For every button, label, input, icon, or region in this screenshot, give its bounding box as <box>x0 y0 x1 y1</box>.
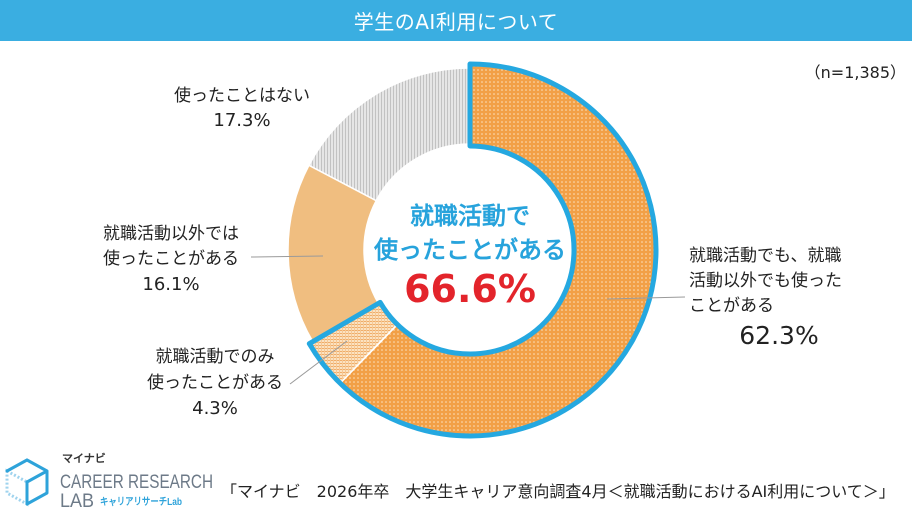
cube-icon <box>5 458 49 507</box>
slice-label-line: 就職活動でのみ <box>156 347 275 367</box>
slice-used-non-job-only <box>287 164 380 343</box>
slice-label-never-used: 使ったことはない 17.3% <box>174 85 310 131</box>
center-label-line: 就職活動で <box>410 202 530 230</box>
logo-name-line2: LAB <box>60 491 94 510</box>
leader-line-used-non-job-only <box>250 255 324 258</box>
title-banner: 学生のAI利用について <box>0 0 912 41</box>
chart-title: 学生のAI利用について <box>353 10 559 34</box>
slice-label-used-job-only: 就職活動でのみ 使ったことがある 4.3% <box>147 347 283 419</box>
logo-subtitle: キャリアリサーチLab <box>100 496 182 508</box>
cube-outline <box>5 458 49 506</box>
center-label-line: 使ったことがある <box>373 236 566 264</box>
slice-label-line: 就職活動でも、就職 <box>689 246 842 266</box>
career-research-lab-logo: マイナビ CAREER RESEARCH LAB キャリアリサーチLab <box>5 451 213 510</box>
logo-brand: マイナビ <box>62 451 106 465</box>
logo-name-line1: CAREER RESEARCH <box>60 472 213 493</box>
leader-line-used-job-only <box>289 340 348 385</box>
slice-label-line: 使ったことがある <box>103 248 239 269</box>
slice-label-used-non-job-only: 就職活動以外では 使ったことがある 16.1% <box>103 224 239 295</box>
center-highlight-label: 就職活動で 使ったことがある 66.6% <box>373 202 566 311</box>
slice-label-line: 使ったことはない <box>174 85 310 106</box>
slice-label-used-both: 就職活動でも、就職 活動以外でも使った ことがある 62.3% <box>689 246 842 350</box>
slice-value-label: 16.1% <box>142 274 199 295</box>
slice-label-line: 使ったことがある <box>147 372 283 393</box>
highlight-outline <box>306 61 659 439</box>
slice-value-label: 17.3% <box>213 110 270 131</box>
slice-label-line: ことがある <box>689 296 774 316</box>
sample-size-note: （n=1,385） <box>805 63 906 82</box>
slice-value-label: 62.3% <box>739 321 818 350</box>
slice-label-line: 就職活動以外では <box>103 224 239 244</box>
leader-line-used-both <box>606 296 686 300</box>
slice-value-label: 4.3% <box>192 398 238 419</box>
source-citation: 「マイナビ 2026年卒 大学生キャリア意向調査4月＜就職活動におけるAI利用に… <box>221 482 895 501</box>
center-value-label: 66.6% <box>404 267 536 311</box>
slice-label-line: 活動以外でも使った <box>689 270 842 291</box>
cube-left-face <box>5 468 29 507</box>
leader-lines <box>250 255 686 385</box>
donut-slices <box>287 61 659 439</box>
